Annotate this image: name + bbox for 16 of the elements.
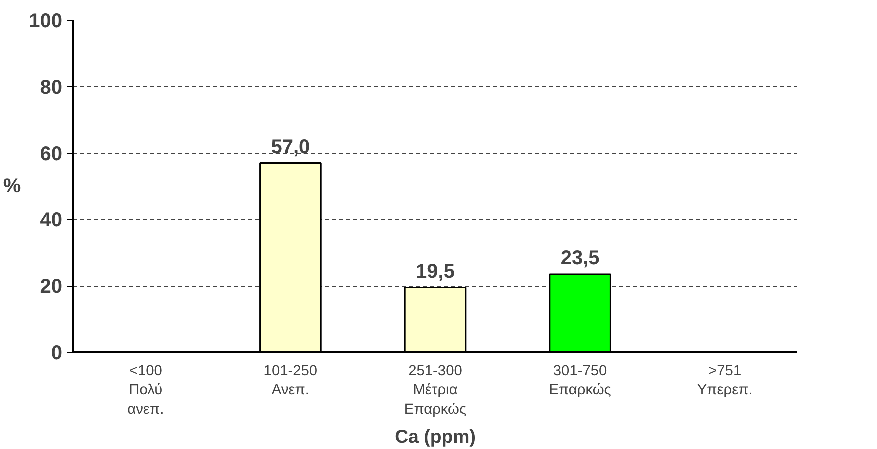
y-tick-label: 100 (29, 10, 63, 32)
y-tick-label: 0 (51, 342, 62, 364)
x-axis-title: Ca (ppm) (395, 426, 476, 447)
y-axis-title: % (3, 176, 22, 198)
x-tick-label: >751 Υπερεπ. (697, 364, 753, 399)
y-tick-label: 80 (40, 76, 63, 99)
data-label: 57,0 (271, 136, 310, 158)
data-label: 19,5 (416, 260, 455, 283)
x-tick-label: 301-750 Επαρκώς (549, 364, 612, 399)
data-label: 23,5 (560, 247, 600, 270)
y-tick-label: 60 (40, 143, 63, 166)
x-tick-label: 251-300 Μέτρια Επαρκώς (404, 364, 467, 418)
x-tick-label: 101-250 Ανεπ. (264, 364, 318, 399)
y-tick-label: 40 (40, 210, 63, 232)
y-tick-label: 20 (40, 276, 63, 298)
x-tick-label: <100 Πολύ ανεπ. (128, 364, 164, 418)
